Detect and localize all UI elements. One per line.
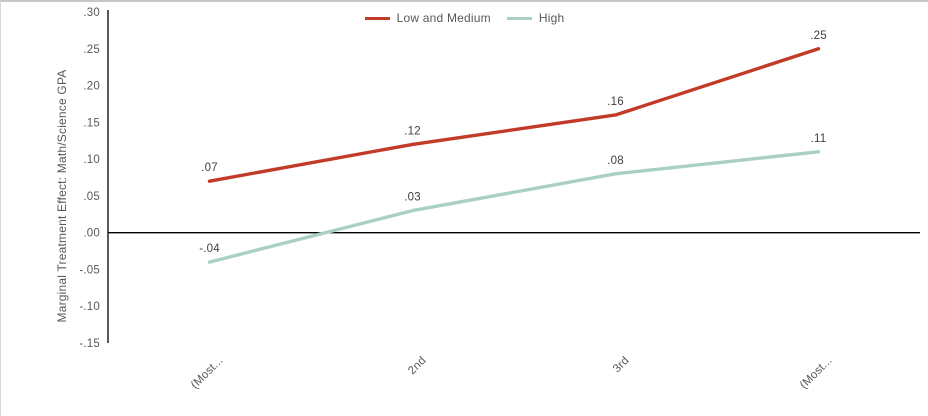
- x-category-label: 2nd: [406, 355, 428, 377]
- legend-item-high: High: [506, 11, 565, 25]
- legend-label: High: [538, 11, 565, 25]
- x-category-label: (Most...: [189, 355, 226, 392]
- data-label-high: .03: [404, 192, 421, 204]
- series-line-low-and-medium: [207, 47, 821, 183]
- data-label-low-and-medium: .12: [404, 125, 421, 137]
- x-category-label: 3rd: [611, 355, 632, 376]
- y-axis-title: Marginal Treatment Effect: Math/Science …: [55, 69, 69, 323]
- y-tick-label: -.15: [79, 338, 100, 350]
- y-tick-label: .10: [83, 154, 100, 166]
- data-label-high: -.04: [199, 243, 220, 255]
- legend-label: Low and Medium: [396, 11, 491, 25]
- y-tick-label: .00: [83, 228, 100, 240]
- data-label-low-and-medium: .07: [201, 162, 218, 174]
- data-label-high: .11: [811, 133, 827, 145]
- data-label-high: .08: [607, 155, 624, 167]
- legend-item-low-and-medium: Low and Medium: [364, 11, 491, 25]
- legend-line-swatch: [506, 16, 532, 20]
- y-tick-label: -.10: [79, 301, 100, 313]
- y-tick-label: -.05: [79, 264, 100, 276]
- x-category-label: (Most...: [798, 355, 835, 392]
- legend-line-swatch: [364, 16, 390, 20]
- chart-legend: Low and Medium High: [1, 11, 928, 25]
- data-label-low-and-medium: .16: [607, 96, 624, 108]
- y-tick-label: .20: [83, 81, 100, 93]
- data-label-low-and-medium: .25: [810, 30, 827, 42]
- y-tick-label: .25: [83, 44, 100, 56]
- y-tick-label: .30: [83, 7, 100, 19]
- series-line-high: [207, 150, 821, 264]
- y-tick-label: .05: [83, 191, 100, 203]
- y-tick-label: .15: [83, 117, 100, 129]
